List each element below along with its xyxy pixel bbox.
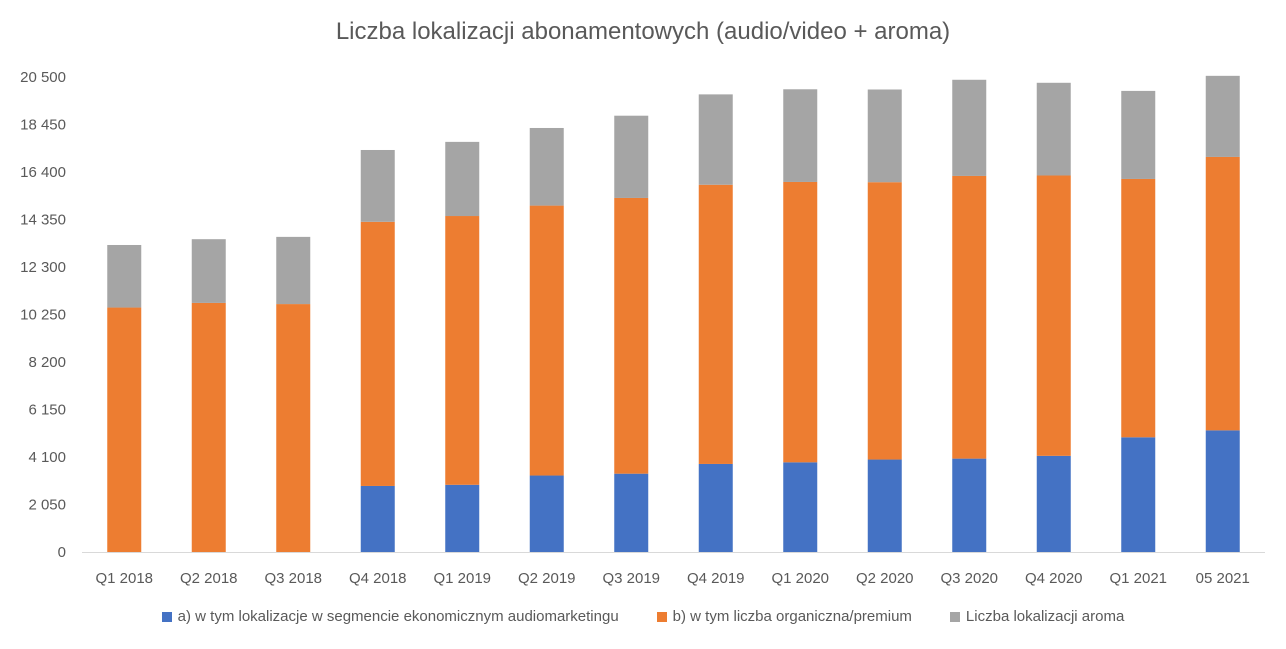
stacked-bar-chart: 0 2 050 4 100 6 150 8 200 10 250 12 300 14 350 1…	[20, 69, 1265, 587]
bar-segment-series-2	[191, 239, 226, 303]
x-tick-label: Q2 2018	[180, 570, 238, 587]
bar-segment-series-0	[783, 462, 818, 552]
legend-item-aroma: Liczba lokalizacji aroma	[949, 608, 1125, 625]
legend-label-aroma: Liczba lokalizacji aroma	[965, 608, 1125, 625]
bar-segment-series-2	[529, 127, 564, 206]
bar-segment-series-1	[867, 182, 902, 460]
legend-swatch-b	[656, 611, 667, 622]
legend-label-b: b) w tym liczba organiczna/premium	[672, 608, 912, 625]
y-tick-label: 6 150	[28, 402, 66, 419]
bar-segment-series-1	[1205, 156, 1240, 431]
bar-segment-series-2	[1205, 75, 1240, 157]
bar-segment-series-1	[360, 221, 395, 486]
legend-item-b: b) w tym liczba organiczna/premium	[656, 608, 912, 625]
y-tick-label: 12 300	[20, 259, 66, 276]
bar-segment-series-1	[1036, 175, 1071, 456]
bar-segment-series-2	[867, 89, 902, 183]
bar-segment-series-2	[276, 236, 311, 305]
x-tick-label: Q2 2019	[518, 570, 576, 587]
bar-segment-series-2	[107, 244, 142, 308]
bar-segment-series-2	[698, 94, 733, 185]
y-axis-ticks: 0 2 050 4 100 6 150 8 200 10 250 12 300 14 350 1…	[20, 69, 66, 561]
x-tick-label: Q3 2019	[602, 570, 660, 587]
bar-segment-series-1	[1121, 178, 1156, 438]
x-tick-label: Q4 2019	[687, 570, 745, 587]
bar-segment-series-0	[698, 463, 733, 552]
bar-segment-series-2	[614, 115, 649, 198]
bar-segment-series-0	[1205, 430, 1240, 552]
bar-segment-series-1	[276, 304, 311, 552]
bar-segment-series-0	[952, 458, 987, 552]
x-tick-label: Q1 2021	[1109, 570, 1167, 587]
y-tick-label: 0	[58, 544, 66, 561]
bar-segment-series-1	[952, 175, 987, 459]
bar-segment-series-0	[445, 484, 480, 552]
bar-segment-series-0	[614, 473, 649, 552]
bar-segment-series-1	[614, 197, 649, 474]
x-tick-label: Q4 2020	[1025, 570, 1083, 587]
bar-segment-series-2	[445, 141, 480, 217]
legend: a) w tym lokalizacje w segmencie ekonomi…	[0, 608, 1286, 625]
legend-swatch-a	[161, 611, 172, 622]
y-tick-label: 10 250	[20, 307, 66, 324]
bar-segment-series-1	[107, 307, 142, 552]
bar-segment-series-0	[1036, 455, 1071, 552]
y-tick-label: 2 050	[28, 497, 66, 514]
y-tick-label: 14 350	[20, 212, 66, 229]
bar-segment-series-0	[867, 459, 902, 552]
y-tick-label: 18 450	[20, 117, 66, 134]
y-tick-label: 16 400	[20, 164, 66, 181]
bar-segment-series-2	[1036, 82, 1071, 176]
bar-segment-series-2	[783, 89, 818, 182]
x-tick-label: 05 2021	[1196, 570, 1250, 587]
x-tick-label: Q4 2018	[349, 570, 407, 587]
chart-title: Liczba lokalizacji abonamentowych (audio…	[335, 18, 951, 45]
legend-label-a: a) w tym lokalizacje w segmencie ekonomi…	[177, 608, 619, 625]
x-tick-label: Q3 2020	[940, 570, 998, 587]
y-tick-label: 4 100	[28, 449, 66, 466]
bars	[107, 75, 1240, 552]
y-tick-label: 8 200	[28, 354, 66, 371]
bar-segment-series-1	[445, 216, 480, 485]
y-tick-label: 20 500	[20, 69, 66, 86]
x-tick-label: Q3 2018	[264, 570, 322, 587]
bar-segment-series-1	[191, 302, 226, 552]
bar-segment-series-2	[952, 79, 987, 176]
x-tick-label: Q2 2020	[856, 570, 914, 587]
bar-segment-series-1	[698, 184, 733, 464]
bar-segment-series-1	[783, 181, 818, 463]
bar-segment-series-0	[1121, 437, 1156, 552]
x-axis-ticks: Q1 2018 Q2 2018 Q3 2018 Q4 2018 Q1 2019 Q2 20…	[95, 570, 1249, 587]
x-tick-label: Q1 2020	[771, 570, 829, 587]
x-tick-label: Q1 2019	[433, 570, 491, 587]
bar-segment-series-0	[360, 485, 395, 552]
legend-item-a: a) w tym lokalizacje w segmencie ekonomi…	[161, 608, 619, 625]
bar-segment-series-2	[360, 149, 395, 222]
bar-segment-series-1	[529, 205, 564, 476]
legend-swatch-aroma	[949, 611, 960, 622]
bar-segment-series-2	[1121, 90, 1156, 179]
bar-segment-series-0	[529, 475, 564, 552]
x-tick-label: Q1 2018	[95, 570, 153, 587]
